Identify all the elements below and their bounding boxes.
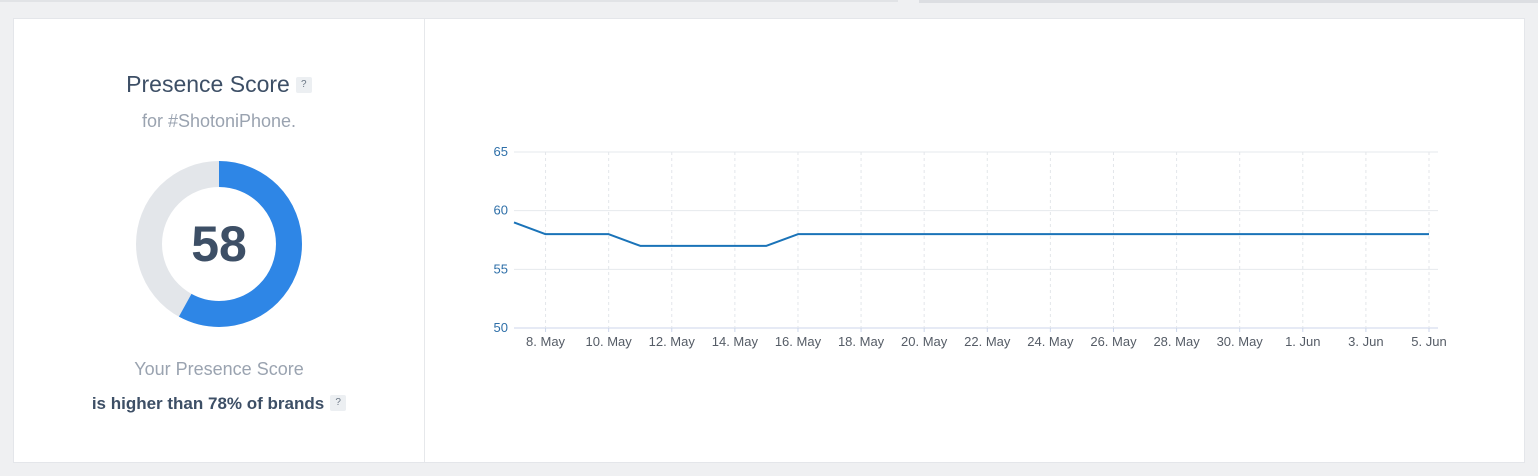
x-tick-label: 8. May (526, 334, 566, 349)
x-tick-label: 16. May (775, 334, 822, 349)
x-tick-label: 24. May (1027, 334, 1074, 349)
x-tick-label: 14. May (712, 334, 759, 349)
score-value: 58 (191, 216, 247, 272)
x-tick-label: 18. May (838, 334, 885, 349)
score-donut-svg (136, 161, 302, 327)
score-panel: Presence Score? for #ShotoniPhone. 58 Yo… (14, 19, 425, 462)
y-tick-label: 60 (494, 203, 508, 218)
hashtag-subtitle: for #ShotoniPhone. (141, 111, 297, 131)
caption-comparison: is higher than 78% of brands? (14, 394, 424, 414)
score-donut: 58 (136, 161, 302, 327)
score-trend-chart: 65 60 55 50 8. May 10. May 12. May 14. May 16. M… (426, 19, 1524, 462)
x-tick-label: 30. May (1217, 334, 1264, 349)
title-help-icon[interactable]: ? (295, 76, 312, 93)
x-tick-label: 5. Jun (1411, 334, 1446, 349)
y-tick-label: 50 (494, 320, 508, 335)
presence-score-card: Presence Score? for #ShotoniPhone. 58 Yo… (13, 18, 1525, 463)
presence-score-title: Presence Score (126, 71, 290, 97)
score-series-line (513, 221, 1429, 247)
x-tick-label: 1. Jun (1285, 334, 1320, 349)
y-tick-label: 65 (494, 144, 508, 159)
top-divider-right (919, 0, 1538, 3)
y-tick-label: 55 (494, 261, 508, 276)
x-tick-label: 22. May (964, 334, 1011, 349)
x-tick-label: 12. May (649, 334, 696, 349)
caption-your-score: Your Presence Score (134, 359, 304, 379)
x-tick-label: 28. May (1153, 334, 1200, 349)
x-tick-label: 3. Jun (1348, 334, 1383, 349)
chart-svg: 65 60 55 50 8. May 10. May 12. May 14. May 16. M… (494, 144, 1447, 349)
x-tick-label: 20. May (901, 334, 948, 349)
comparison-text: is higher than 78% of brands (91, 394, 325, 413)
x-tick-label: 10. May (586, 334, 633, 349)
donut-score-arc (136, 161, 302, 327)
title-row: Presence Score? (14, 71, 424, 98)
top-divider-left (0, 0, 898, 2)
x-tick-label: 26. May (1090, 334, 1137, 349)
comparison-help-icon[interactable]: ? (330, 394, 347, 411)
